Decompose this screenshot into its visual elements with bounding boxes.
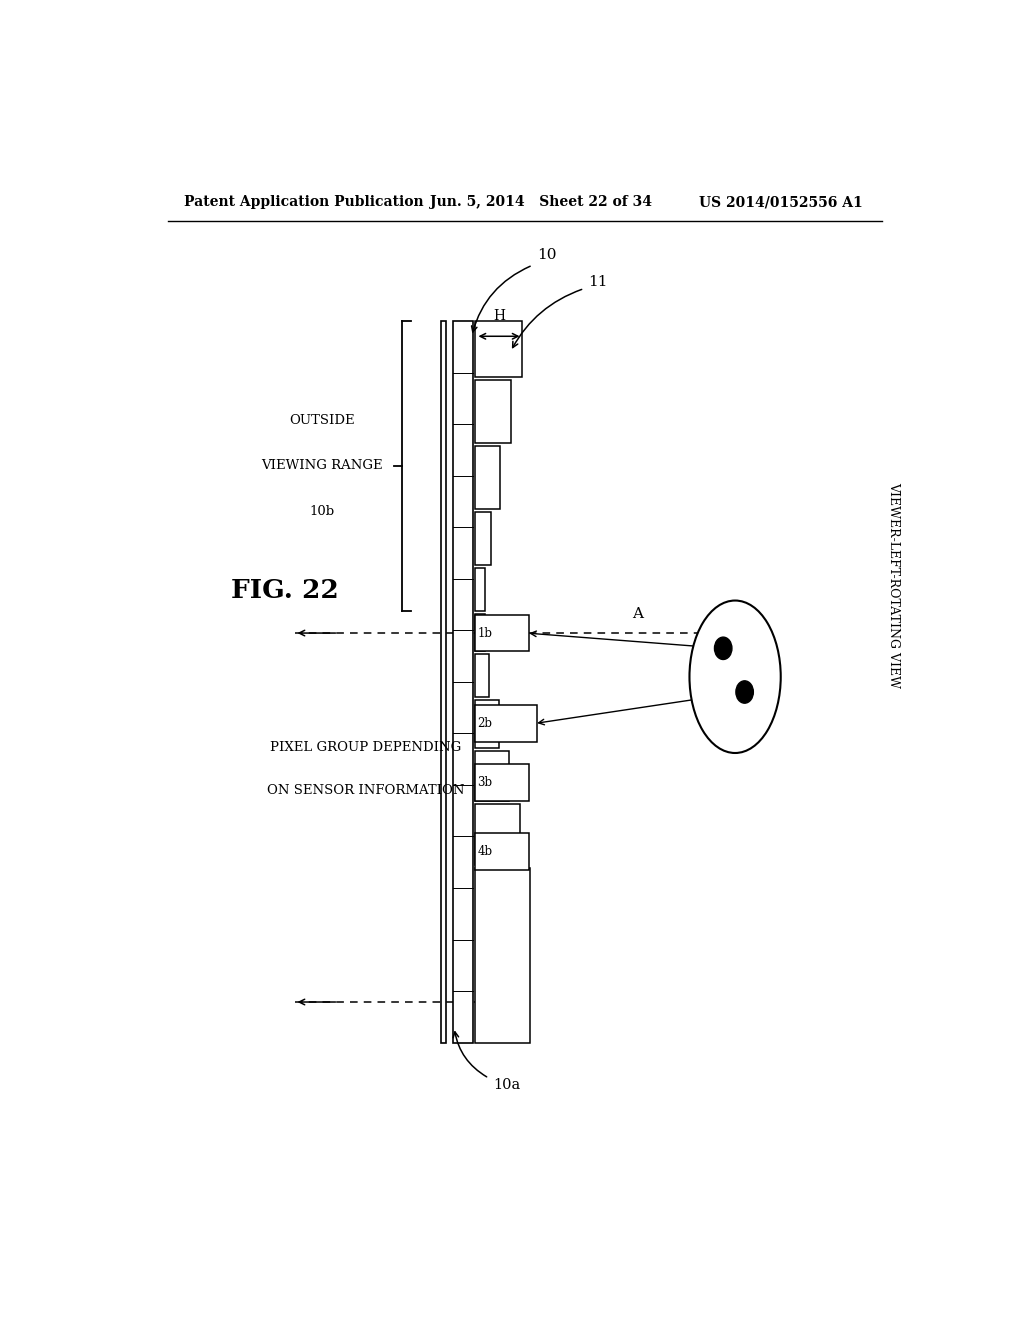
Bar bbox=[475, 512, 490, 565]
Text: 10a: 10a bbox=[494, 1078, 520, 1093]
Ellipse shape bbox=[689, 601, 780, 752]
Bar bbox=[475, 568, 485, 611]
Bar bbox=[475, 804, 520, 865]
Text: 10b: 10b bbox=[310, 506, 335, 517]
Text: 3b: 3b bbox=[477, 776, 493, 789]
Text: VIEWING RANGE: VIEWING RANGE bbox=[261, 459, 383, 473]
Circle shape bbox=[736, 681, 754, 704]
Circle shape bbox=[715, 638, 732, 660]
Text: FIG. 22: FIG. 22 bbox=[231, 578, 339, 603]
Text: VIEWER-LEFT-ROTATING VIEW: VIEWER-LEFT-ROTATING VIEW bbox=[888, 482, 900, 688]
Text: Jun. 5, 2014   Sheet 22 of 34: Jun. 5, 2014 Sheet 22 of 34 bbox=[430, 195, 651, 209]
Bar bbox=[475, 700, 499, 748]
Bar bbox=[475, 751, 509, 801]
Text: ON SENSOR INFORMATION: ON SENSOR INFORMATION bbox=[267, 784, 465, 797]
Bar bbox=[475, 764, 528, 801]
Bar bbox=[475, 615, 528, 651]
Bar bbox=[475, 655, 489, 697]
Text: 10: 10 bbox=[537, 248, 556, 261]
Bar bbox=[475, 833, 528, 870]
Text: OUTSIDE: OUTSIDE bbox=[290, 413, 355, 426]
Bar bbox=[441, 321, 446, 1043]
Bar bbox=[475, 321, 522, 378]
Bar bbox=[453, 321, 473, 1043]
Bar bbox=[475, 705, 537, 742]
Text: H: H bbox=[493, 309, 505, 323]
Text: 1b: 1b bbox=[477, 627, 493, 640]
Text: 11: 11 bbox=[588, 276, 608, 289]
Text: PIXEL GROUP DEPENDING: PIXEL GROUP DEPENDING bbox=[270, 742, 462, 755]
Bar bbox=[475, 380, 511, 444]
Text: 4b: 4b bbox=[477, 845, 493, 858]
Bar bbox=[475, 867, 530, 1043]
Text: Patent Application Publication: Patent Application Publication bbox=[183, 195, 423, 209]
Text: US 2014/0152556 A1: US 2014/0152556 A1 bbox=[699, 195, 863, 209]
Text: A: A bbox=[632, 607, 643, 620]
Text: 2b: 2b bbox=[477, 717, 493, 730]
Bar bbox=[475, 614, 485, 651]
Bar bbox=[475, 446, 500, 510]
